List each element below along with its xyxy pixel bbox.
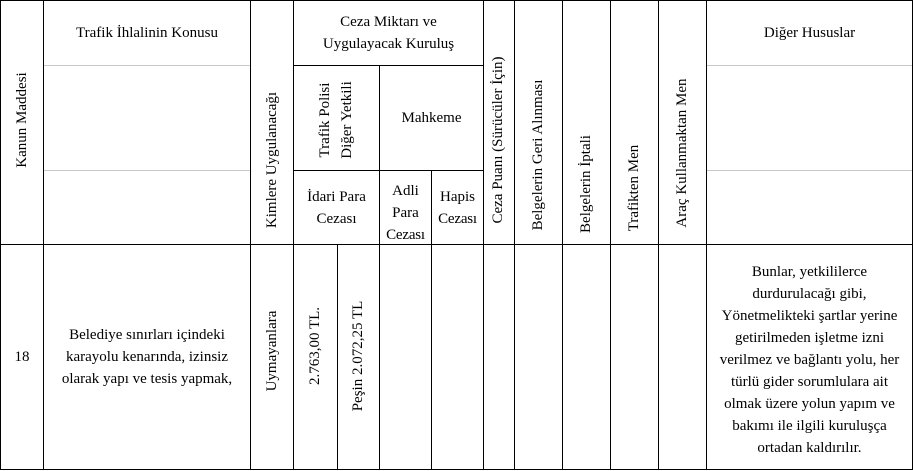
header-ceza-miktari-2: Uygulayacak Kuruluş	[322, 36, 455, 52]
row-konu-3: olarak yapı ve tesis yapmak,	[61, 371, 233, 387]
header-trafik-polisi-1: Trafik Polisi	[317, 82, 333, 158]
header-belge-iptal: Belgelerin İptali	[578, 135, 594, 233]
header-trafik-polisi-2: Diğer Yetkili	[339, 81, 355, 159]
header-kimlere: Kimlere Uygulanacağı	[264, 91, 280, 229]
row-ceza-miktari: 2.763,00 TL.	[307, 306, 323, 386]
row-diger-2: durdurulacağı gibi,	[752, 286, 867, 302]
header-idari-1: İdari Para	[307, 189, 366, 205]
row-diger-5: verilmez ve bağlantı yolu, her	[719, 352, 900, 368]
row-madde: 18	[14, 349, 30, 365]
header-mahkeme: Mahkeme	[401, 110, 462, 126]
row-konu-1: Belediye sınırları içindeki	[69, 327, 225, 343]
header-ihlal-konusu: Trafik İhlalinin Konusu	[76, 25, 218, 41]
row-diger-1: Bunlar, yetkililerce	[751, 264, 868, 280]
header-trafikten-men: Trafikten Men	[626, 144, 642, 232]
header-arac-men: Araç Kullanmaktan Men	[674, 78, 690, 228]
header-kanun-maddesi: Kanun Maddesi	[14, 72, 30, 168]
row-kimlere: Uymayanlara	[264, 310, 280, 392]
header-idari-2: Cezası	[316, 211, 357, 227]
row-konu-2: karayolu kenarında, izinsiz	[65, 349, 229, 365]
header-hapis-1: Hapis	[440, 189, 475, 205]
header-adli-2: Para	[392, 205, 419, 221]
row-diger-4: getirilmeden işletme izni	[734, 330, 885, 346]
row-diger-3: Yönetmelikteki şartlar yerine	[721, 308, 898, 324]
header-ceza-puani: Ceza Puanı (Sürücüler İçin)	[490, 56, 506, 224]
row-diger-7: olmak üzere yolun yapım ve	[724, 396, 895, 412]
row-pesin-ceza: Peşin 2.072,25 TL	[350, 300, 366, 412]
row-diger-9: ortadan kaldırılır.	[757, 440, 862, 456]
header-ceza-miktari-1: Ceza Miktarı ve	[340, 14, 437, 30]
row-diger-8: bakımı ile ilgili kuruluşça	[732, 418, 887, 434]
header-diger-hususlar: Diğer Hususlar	[763, 25, 856, 41]
header-adli-1: Adli	[392, 183, 419, 199]
row-diger-6: türlü gider sorumlulara ait	[730, 374, 889, 390]
header-hapis-2: Cezası	[438, 211, 477, 227]
header-adli-3: Cezası	[386, 227, 425, 243]
header-belge-geri: Belgelerin Geri Alınması	[530, 79, 546, 231]
